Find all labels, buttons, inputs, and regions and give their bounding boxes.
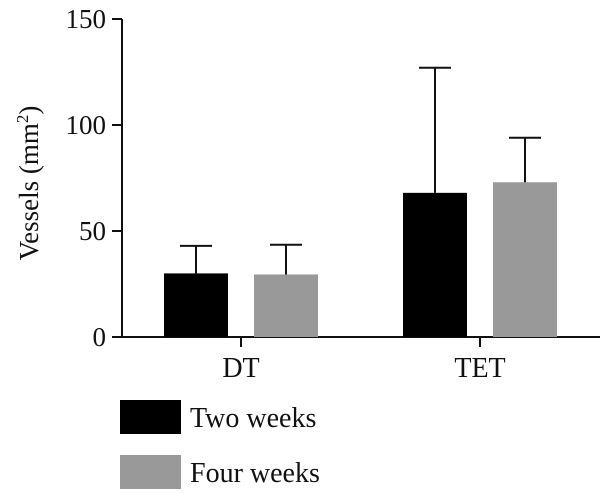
bar <box>493 182 557 337</box>
y-tick-label: 50 <box>79 216 106 246</box>
y-tick-label: 0 <box>93 322 107 352</box>
error-bars <box>180 66 541 275</box>
y-axis-label: Vessels (mm2) <box>13 106 44 261</box>
y-tick-label: 150 <box>66 4 107 34</box>
bar <box>403 192 467 337</box>
legend: Two weeks Four weeks <box>120 400 320 489</box>
x-categories: DT TET <box>222 337 506 384</box>
legend-label: Four weeks <box>190 458 320 489</box>
legend-swatch <box>120 455 181 489</box>
bar <box>164 273 228 337</box>
legend-label: Two weeks <box>190 403 316 434</box>
y-axis-label-text: Vessels (mm <box>14 123 44 260</box>
y-ticks: 0 50 100 150 <box>66 4 122 352</box>
legend-swatch <box>120 400 181 434</box>
bars <box>164 182 557 337</box>
y-axis-label-end: ) <box>14 106 44 115</box>
y-axis-label-superscript: 2 <box>13 115 32 124</box>
x-category-label: TET <box>454 353 505 384</box>
y-tick-label: 100 <box>66 110 107 140</box>
bar <box>254 274 318 337</box>
x-category-label: DT <box>222 353 259 384</box>
